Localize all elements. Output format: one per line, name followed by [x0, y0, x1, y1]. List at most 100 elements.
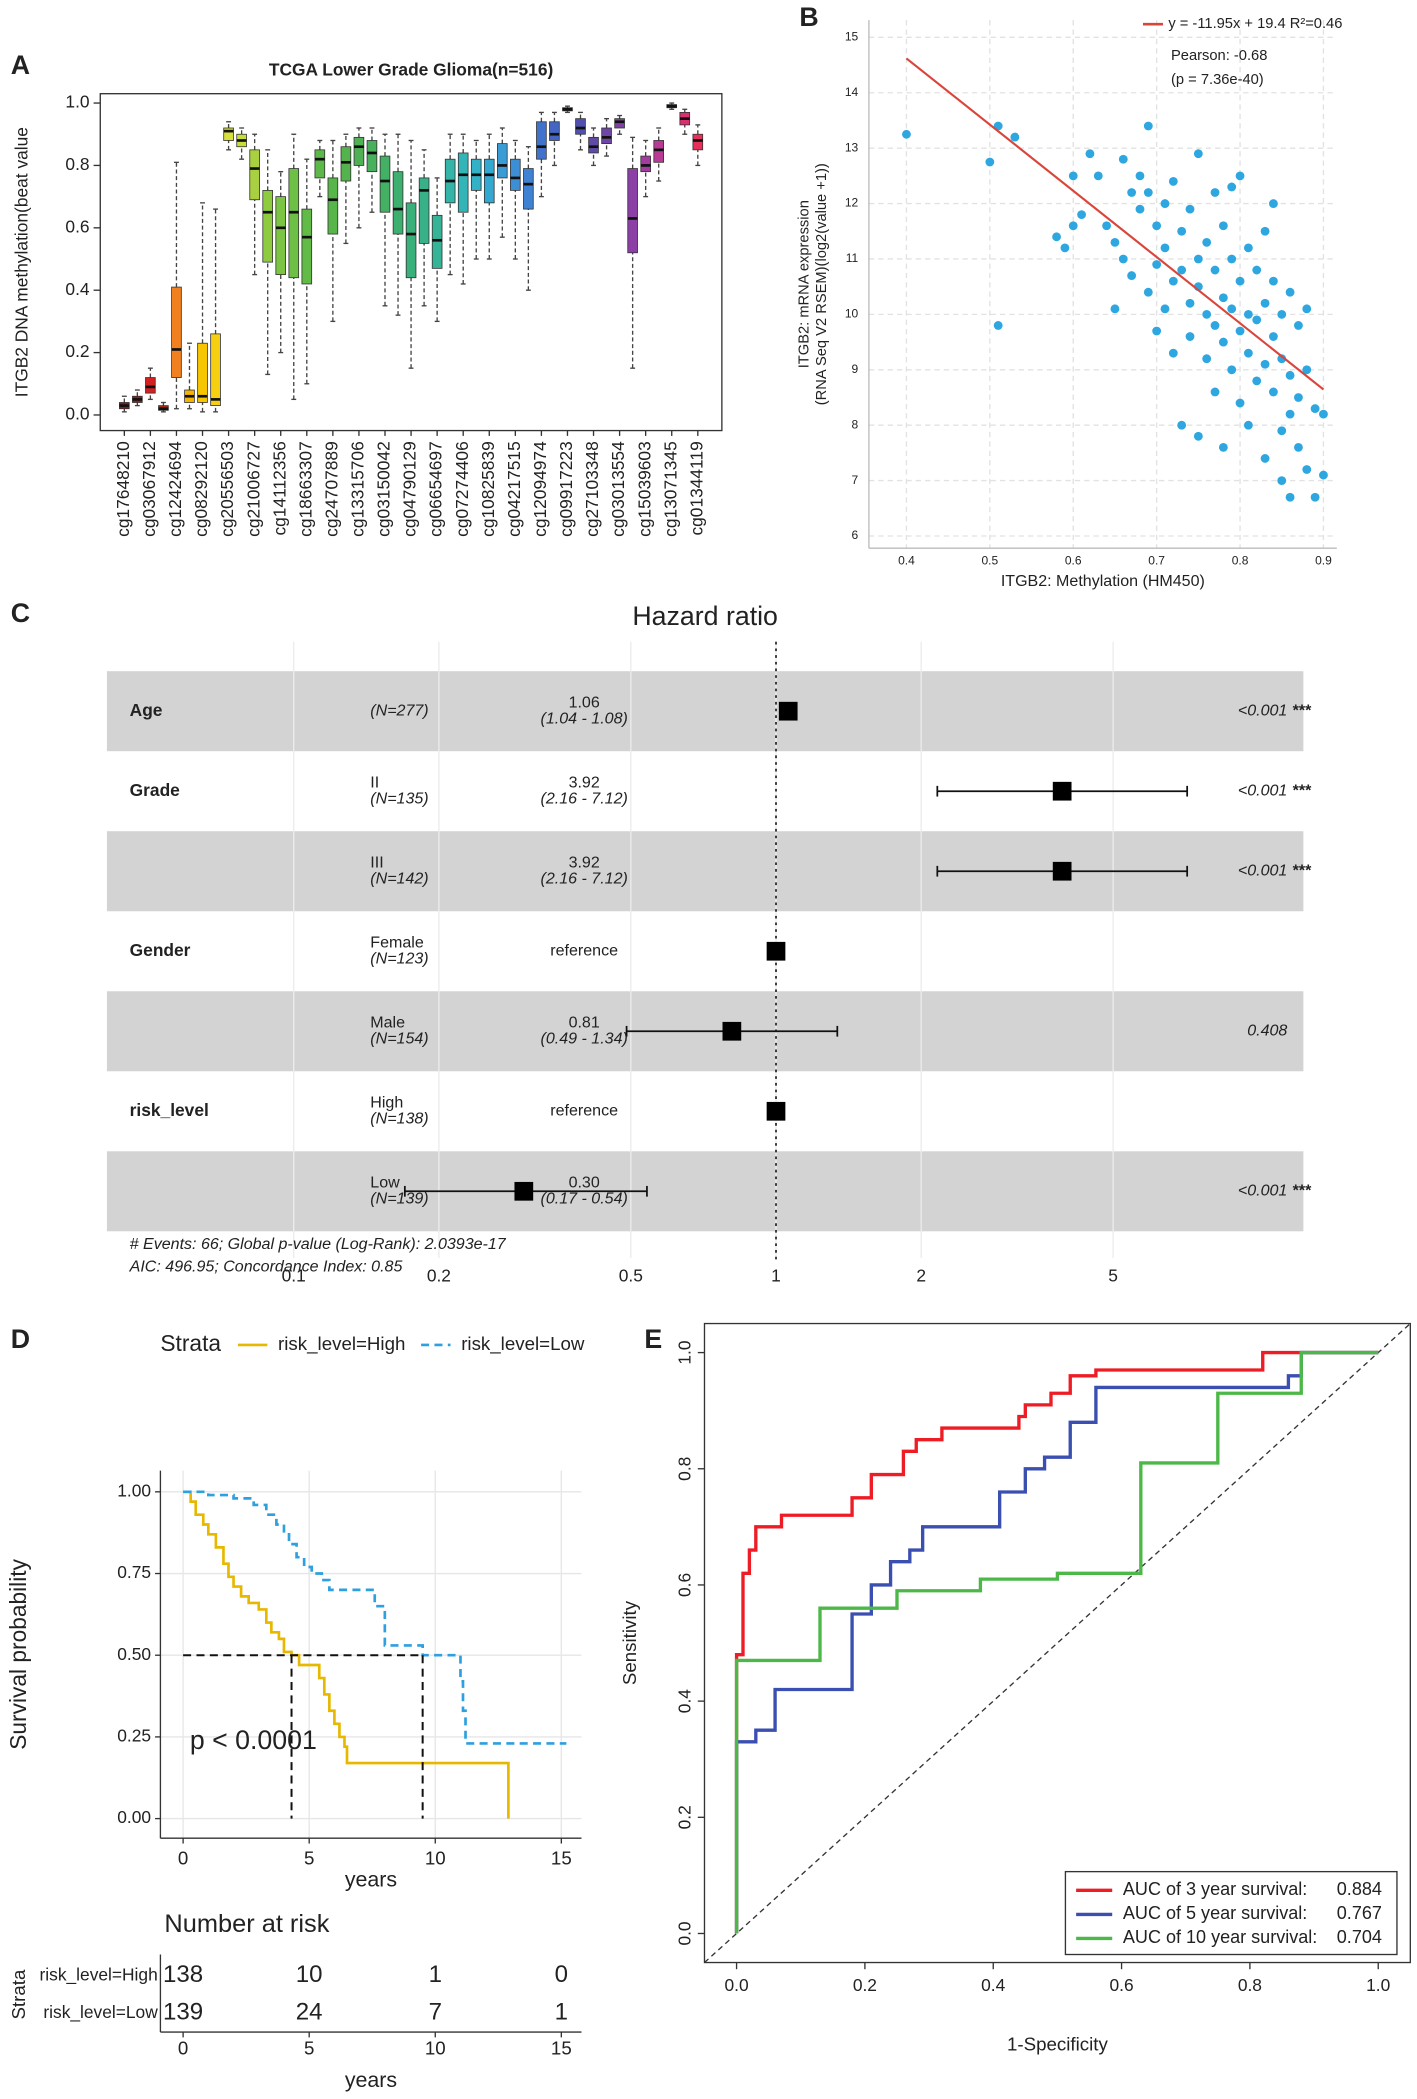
box: [392, 171, 404, 235]
y-axis-label: (RNA Seq V2 RSEM)(log2(value +1)): [814, 163, 830, 405]
level: Female: [370, 933, 424, 951]
point: [1277, 476, 1287, 486]
point: [1085, 149, 1095, 159]
x-tick-label: 0.7: [1148, 554, 1165, 568]
p-label: <0.001: [1238, 1182, 1287, 1200]
point: [1218, 442, 1228, 452]
box: [483, 158, 495, 204]
estimate: 3.92: [569, 773, 600, 791]
x-tick-label: cg27103348: [582, 441, 602, 537]
y-tick-label: 0.2: [674, 1805, 694, 1829]
box: [275, 196, 287, 276]
annotation: Pearson: -0.68: [1171, 48, 1267, 64]
x-axis-label: years: [345, 1868, 397, 1892]
point: [1060, 243, 1070, 253]
box: [523, 168, 534, 210]
x-tick-label: 0.2: [427, 1265, 451, 1285]
point: [1235, 276, 1245, 286]
point: [1285, 409, 1295, 419]
estimate: reference: [550, 941, 618, 959]
variable: Grade: [130, 780, 181, 800]
legend-label: AUC of 5 year survival:: [1123, 1903, 1307, 1923]
y-tick-label: 0.6: [65, 216, 89, 236]
point: [1294, 321, 1303, 330]
x-tick-label: cg07274406: [452, 441, 472, 537]
point: [1319, 409, 1328, 419]
y-axis-label: Survival probability: [5, 1558, 31, 1749]
box: [301, 208, 313, 285]
point: [1302, 465, 1312, 474]
box: [653, 140, 664, 163]
x-tick-label: 0.6: [1109, 1975, 1133, 1995]
legend-auc: 0.884: [1337, 1879, 1382, 1899]
y-tick-label: 0.0: [65, 404, 89, 424]
level: III: [370, 853, 383, 871]
legend-auc: 0.767: [1337, 1903, 1382, 1923]
point: [1177, 265, 1187, 275]
box: [614, 118, 625, 129]
y-tick-label: 11: [846, 251, 859, 265]
y-tick-label: 8: [852, 417, 859, 431]
chart-title: Hazard ratio: [632, 601, 778, 631]
hr-square: [766, 1101, 786, 1121]
point: [1152, 326, 1162, 336]
ci-label: (2.16 - 7.12): [541, 869, 628, 887]
estimate: 3.92: [569, 853, 600, 871]
x-tick-label: cg06654697: [426, 441, 446, 537]
box: [223, 127, 234, 141]
level: II: [370, 773, 379, 791]
point: [1243, 420, 1253, 430]
y-tick-label: 0.4: [674, 1689, 694, 1713]
point: [1118, 154, 1128, 164]
box: [497, 143, 508, 179]
risk-row-label: risk_level=High: [40, 1964, 158, 1984]
x-tick-label: 0.1: [282, 1265, 306, 1285]
point: [1127, 271, 1137, 281]
point: [1177, 420, 1187, 430]
stars: ***: [1293, 861, 1312, 879]
n-label: (N=123): [370, 950, 428, 968]
x-tick-label: 5: [304, 2037, 314, 2058]
y-axis-label: ITGB2 DNA methylation(beat value: [11, 127, 31, 397]
point: [1160, 199, 1170, 208]
fit-label: y = -11.95x + 19.4 R²=0.46: [1168, 16, 1342, 32]
variable: risk_level: [130, 1100, 209, 1120]
point: [1068, 171, 1078, 181]
point: [1110, 304, 1120, 314]
point: [1210, 321, 1220, 330]
x-tick-label: 0.2: [853, 1975, 877, 1995]
point: [1143, 188, 1153, 197]
point: [1168, 176, 1178, 186]
x-tick-label: cg13071345: [660, 441, 680, 537]
legend-title: Strata: [160, 1330, 221, 1356]
risk-count: 1: [555, 1999, 568, 2026]
x-tick-label: 15: [551, 2037, 572, 2058]
x-tick-label: 0.4: [981, 1975, 1005, 1995]
y-tick-label: 0.4: [65, 279, 89, 299]
roc-curve: [734, 1350, 1379, 1934]
x-tick-label: cg15039603: [634, 441, 654, 537]
point: [1285, 370, 1295, 380]
point: [1118, 254, 1128, 264]
point: [1227, 182, 1237, 192]
point: [1068, 221, 1078, 231]
y-tick-label: 0.6: [674, 1573, 694, 1597]
point: [1177, 226, 1187, 236]
box: [145, 377, 156, 394]
point: [1193, 254, 1203, 264]
survival-curve: [183, 1490, 567, 1745]
y-tick-label: 0.8: [674, 1457, 694, 1481]
ci-label: (2.16 - 7.12): [541, 789, 628, 807]
box: [627, 168, 638, 254]
x-tick-label: cg09917223: [556, 441, 576, 537]
x-tick-label: cg08292120: [191, 441, 211, 537]
ci-label: (0.17 - 0.54): [541, 1190, 628, 1208]
point: [902, 129, 911, 139]
point: [1218, 337, 1228, 347]
y-tick-label: 1.0: [65, 92, 89, 112]
point: [1185, 332, 1195, 341]
point: [1110, 237, 1120, 247]
legend-label: risk_level=Low: [461, 1333, 585, 1355]
y-tick-label: 10: [845, 307, 859, 321]
footer: AIC: 496.95; Concordance Index: 0.85: [129, 1258, 403, 1276]
